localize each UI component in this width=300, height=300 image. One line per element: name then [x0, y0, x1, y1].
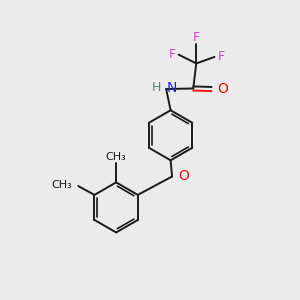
Text: CH₃: CH₃ [106, 152, 127, 162]
Text: F: F [193, 31, 200, 44]
Text: H: H [152, 81, 161, 94]
Text: F: F [169, 48, 176, 61]
Text: CH₃: CH₃ [51, 180, 72, 190]
Text: N: N [167, 81, 177, 95]
Text: O: O [178, 169, 189, 184]
Text: F: F [218, 50, 224, 64]
Text: O: O [217, 82, 228, 96]
